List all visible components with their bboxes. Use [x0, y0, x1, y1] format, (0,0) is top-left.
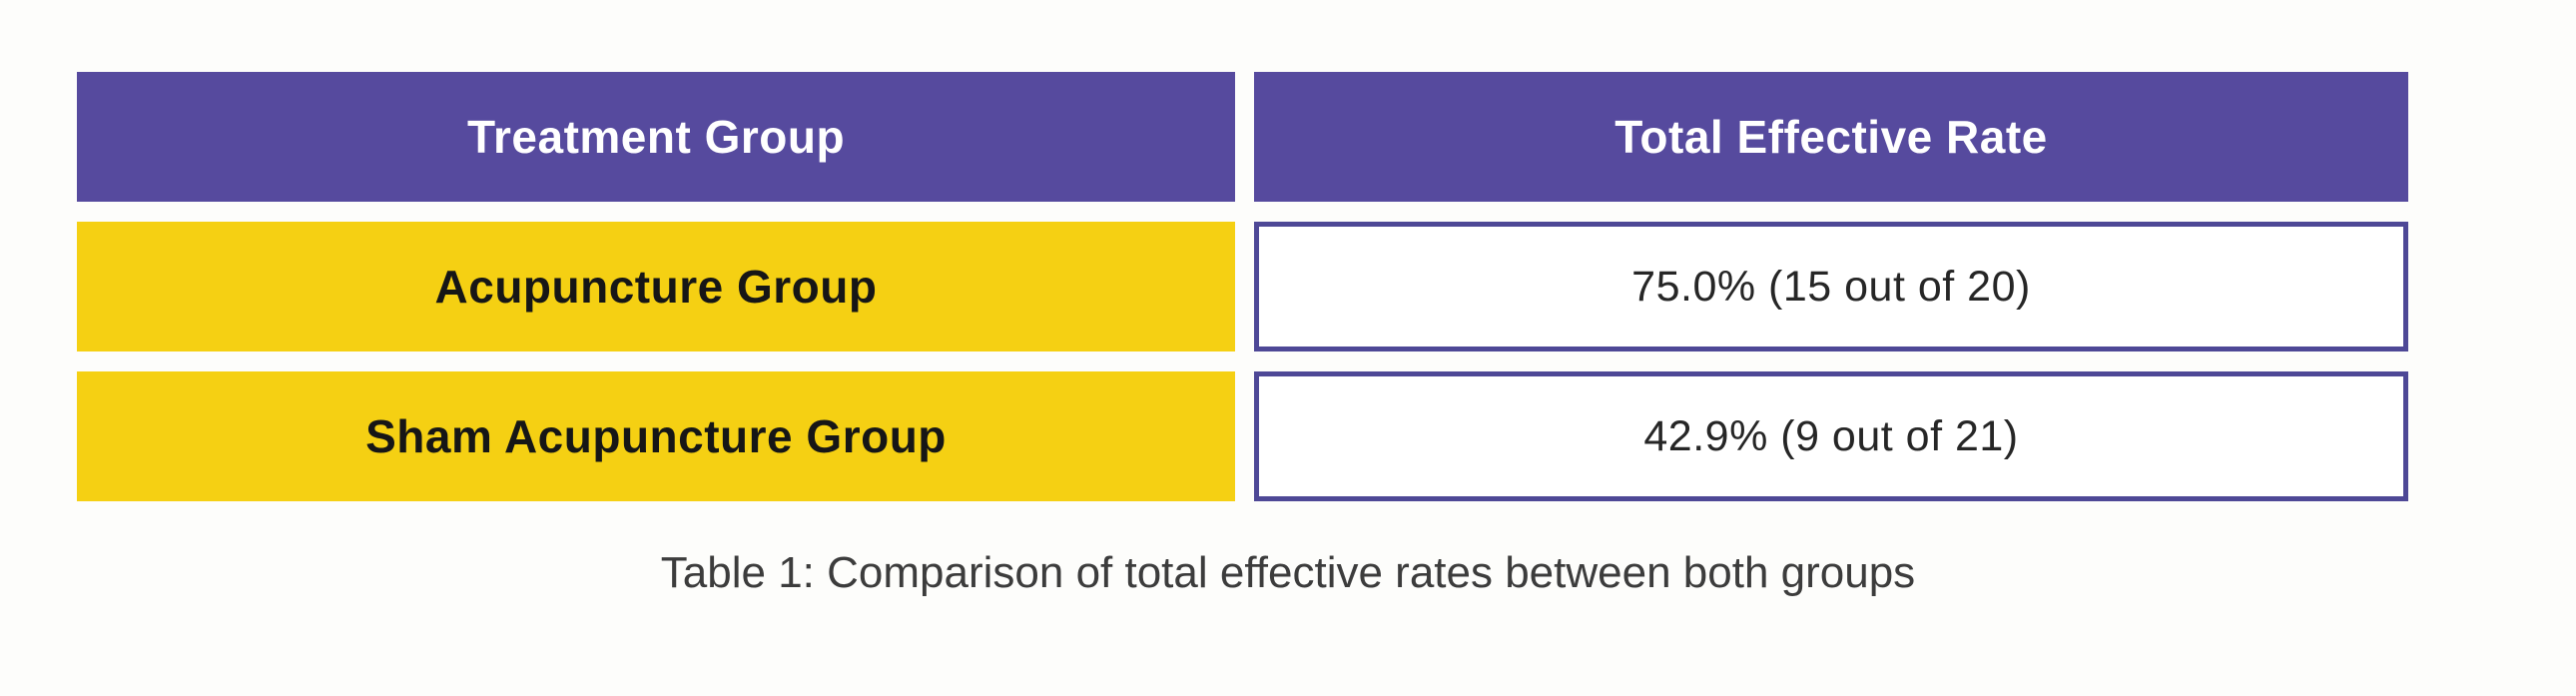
value-sham-acupuncture-rate: 42.9% (9 out of 21) — [1254, 371, 2408, 501]
row-label-acupuncture-group: Acupuncture Group — [77, 222, 1235, 351]
column-header-total-effective-rate: Total Effective Rate — [1254, 72, 2408, 202]
column-header-treatment-group: Treatment Group — [77, 72, 1235, 202]
row-label-sham-acupuncture-group: Sham Acupuncture Group — [77, 371, 1235, 501]
value-acupuncture-rate: 75.0% (15 out of 20) — [1254, 222, 2408, 351]
comparison-table: Treatment Group Total Effective Rate Acu… — [77, 72, 2408, 501]
table-caption: Table 1: Comparison of total effective r… — [660, 548, 1916, 597]
